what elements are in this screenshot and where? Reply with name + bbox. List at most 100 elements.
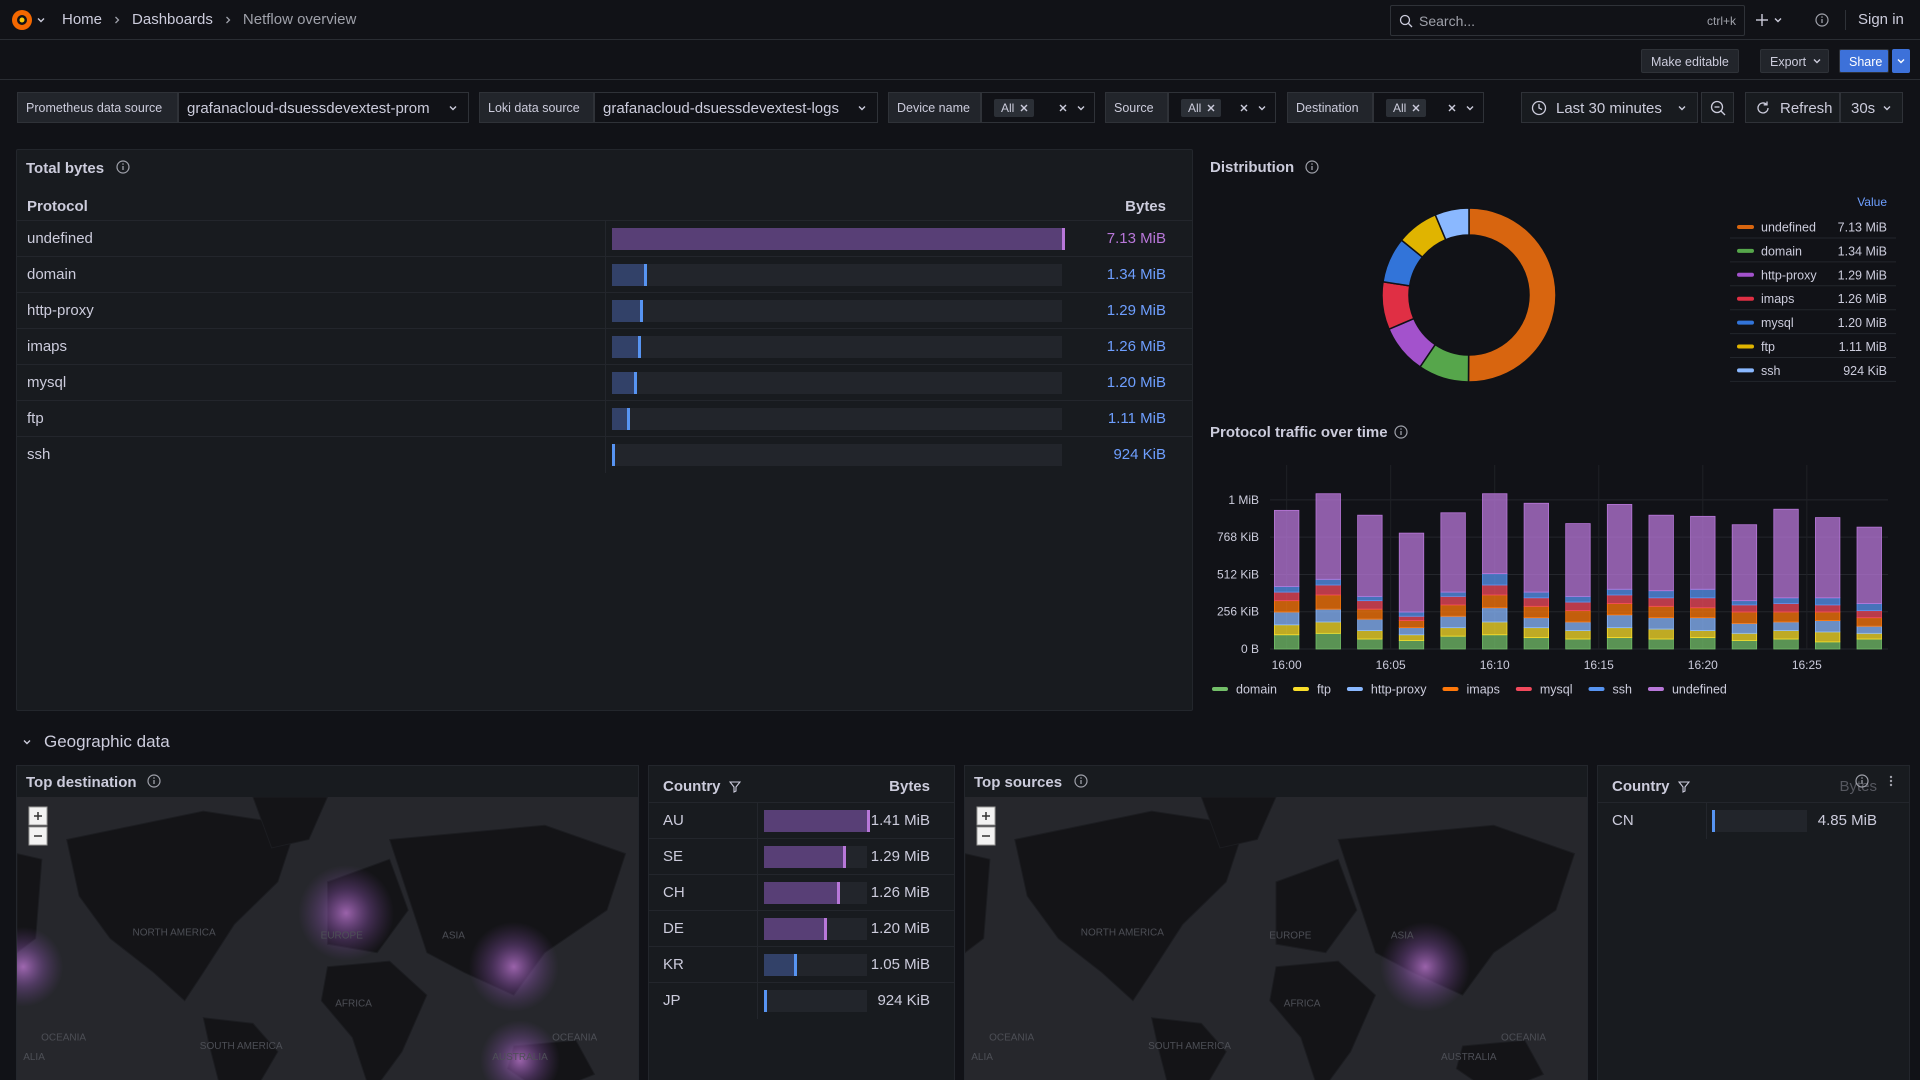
bar-segment bbox=[1524, 618, 1549, 628]
bar-segment bbox=[1316, 595, 1341, 609]
bar-segment bbox=[1649, 598, 1674, 607]
bar-segment bbox=[1732, 605, 1757, 612]
legend-label: mysql bbox=[1761, 316, 1794, 330]
y-tick-label: 1 MiB bbox=[1228, 493, 1259, 507]
bar-segment bbox=[1774, 631, 1799, 640]
bar-segment bbox=[1774, 639, 1799, 649]
map-label: SOUTH AMERICA bbox=[200, 1041, 283, 1052]
bar-segment bbox=[1524, 628, 1549, 638]
bar-segment bbox=[1399, 612, 1424, 616]
map-label: OCEANIA bbox=[552, 1032, 597, 1043]
legend-value: 1.29 MiB bbox=[1838, 268, 1887, 282]
map-label: AFRICA bbox=[1284, 998, 1321, 1009]
x-tick-label: 16:20 bbox=[1688, 658, 1718, 672]
bar-segment bbox=[1815, 598, 1840, 605]
world-map: NORTH AMERICAEUROPEASIAAFRICAOCEANIASOUT… bbox=[965, 797, 1587, 1080]
map-label: ALIA bbox=[23, 1052, 45, 1063]
heat-blob bbox=[298, 865, 394, 961]
bar-segment bbox=[1732, 601, 1757, 605]
bar-segment bbox=[1732, 633, 1757, 640]
bar-segment bbox=[1399, 533, 1424, 612]
bar-segment bbox=[1857, 611, 1882, 618]
map-label: EUROPE bbox=[1269, 931, 1312, 942]
bar-segment bbox=[1649, 591, 1674, 598]
bar-segment bbox=[1649, 515, 1674, 591]
bar-segment bbox=[1399, 621, 1424, 628]
bar-segment bbox=[1607, 504, 1632, 589]
bar-segment bbox=[1524, 606, 1549, 617]
bar-segment bbox=[1607, 603, 1632, 614]
legend-value: 7.13 MiB bbox=[1838, 221, 1887, 235]
bar-segment bbox=[1482, 622, 1507, 635]
bar-segment bbox=[1649, 639, 1674, 649]
bar-segment bbox=[1774, 603, 1799, 612]
legend-value: 1.11 MiB bbox=[1839, 340, 1887, 354]
bar-segment bbox=[1691, 589, 1716, 598]
map-label: ASIA bbox=[1391, 931, 1414, 942]
bar-segment bbox=[1649, 606, 1674, 617]
legend-label: http-proxy bbox=[1371, 683, 1427, 697]
legend-label: ftp bbox=[1317, 683, 1331, 697]
bar-segment bbox=[1482, 635, 1507, 649]
legend-label: ftp bbox=[1761, 340, 1775, 354]
bar-segment bbox=[1815, 612, 1840, 621]
bar-segment bbox=[1274, 625, 1299, 635]
bar-segment bbox=[1358, 619, 1383, 630]
bar-segment bbox=[1857, 639, 1882, 649]
y-tick-label: 0 B bbox=[1241, 642, 1259, 656]
bar-segment bbox=[1524, 598, 1549, 607]
legend-label: domain bbox=[1761, 244, 1802, 258]
legend-value: 1.20 MiB bbox=[1838, 316, 1887, 330]
bar-segment bbox=[1524, 638, 1549, 649]
x-tick-label: 16:25 bbox=[1792, 658, 1822, 672]
legend-label: imaps bbox=[1467, 683, 1500, 697]
bar-segment bbox=[1482, 574, 1507, 585]
bar-segment bbox=[1274, 510, 1299, 586]
map-label: EUROPE bbox=[321, 931, 364, 942]
bar-segment bbox=[1774, 622, 1799, 631]
y-tick-label: 768 KiB bbox=[1217, 530, 1259, 544]
bar-segment bbox=[1566, 602, 1591, 611]
bar-segment bbox=[1691, 638, 1716, 649]
bar-segment bbox=[1441, 605, 1466, 616]
legend-value: 924 KiB bbox=[1843, 364, 1887, 378]
bar-segment bbox=[1649, 618, 1674, 629]
legend-header: Value bbox=[1857, 195, 1887, 209]
bar-segment bbox=[1857, 633, 1882, 639]
map-label: OCEANIA bbox=[1501, 1032, 1546, 1043]
legend-value: 1.26 MiB bbox=[1838, 292, 1887, 306]
bar-segment bbox=[1441, 513, 1466, 592]
bar-segment bbox=[1358, 631, 1383, 640]
bar-segment bbox=[1441, 616, 1466, 627]
map-label: SOUTH AMERICA bbox=[1148, 1041, 1231, 1052]
bar-segment bbox=[1358, 639, 1383, 649]
bar-segment bbox=[1524, 503, 1549, 592]
bar-segment bbox=[1732, 525, 1757, 601]
bar-segment bbox=[1274, 592, 1299, 601]
legend-label: ssh bbox=[1613, 683, 1633, 697]
bar-segment bbox=[1524, 592, 1549, 598]
legend-label: ssh bbox=[1761, 364, 1781, 378]
bar-segment bbox=[1607, 638, 1632, 649]
bar-segment bbox=[1815, 642, 1840, 649]
bar-segment bbox=[1358, 609, 1383, 619]
bar-segment bbox=[1566, 639, 1591, 649]
legend-label: mysql bbox=[1540, 683, 1573, 697]
bar-segment bbox=[1691, 516, 1716, 589]
bar-segment bbox=[1316, 585, 1341, 595]
bar-segment bbox=[1607, 615, 1632, 628]
bar-segment bbox=[1274, 601, 1299, 612]
bar-segment bbox=[1358, 601, 1383, 610]
bar-segment bbox=[1566, 596, 1591, 602]
bar-segment bbox=[1441, 592, 1466, 596]
bar-segment bbox=[1607, 589, 1632, 595]
bar-segment bbox=[1441, 628, 1466, 637]
x-tick-label: 16:00 bbox=[1272, 658, 1302, 672]
bar-segment bbox=[1691, 618, 1716, 631]
bar-segment bbox=[1774, 509, 1799, 598]
map-label: AFRICA bbox=[335, 998, 372, 1009]
bar-segment bbox=[1815, 605, 1840, 612]
bar-segment bbox=[1732, 623, 1757, 633]
bar-segment bbox=[1316, 622, 1341, 633]
